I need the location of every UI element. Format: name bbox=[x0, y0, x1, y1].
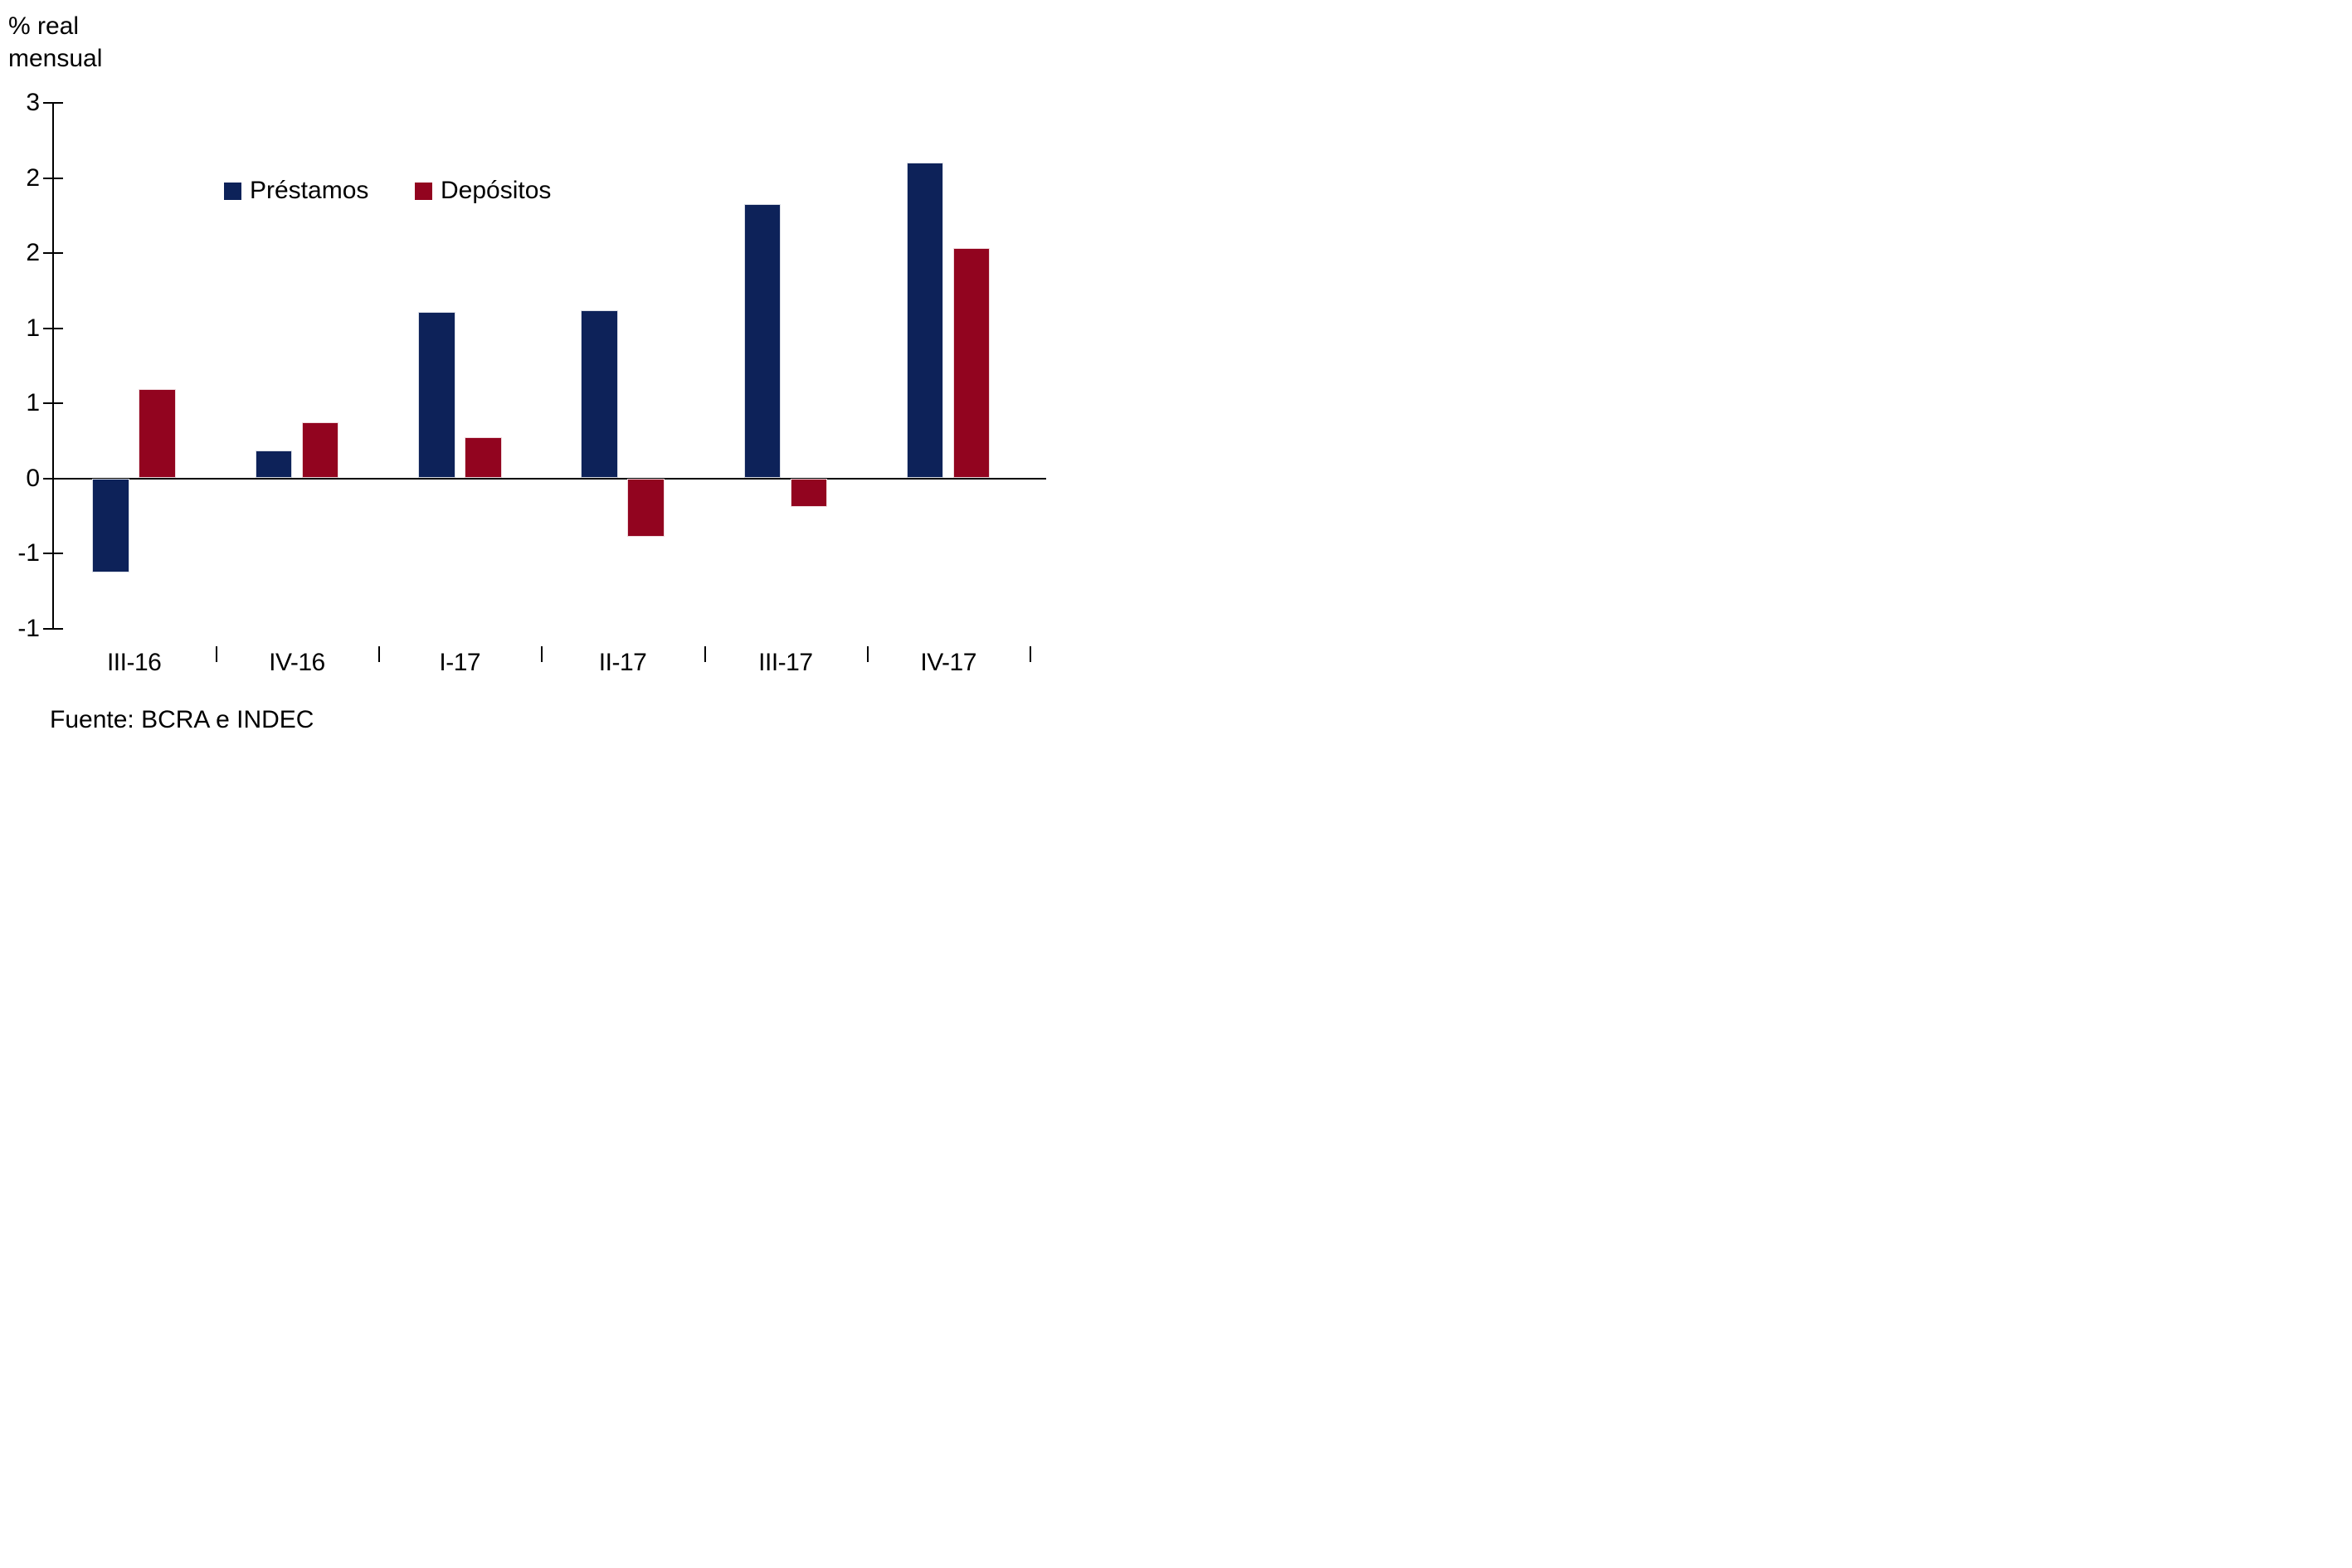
y-axis-tick bbox=[42, 627, 63, 630]
y-axis-tick bbox=[42, 553, 63, 554]
bar-prestamos-IV-17 bbox=[906, 163, 944, 479]
y-axis-tick bbox=[42, 327, 63, 329]
x-axis-tick bbox=[378, 646, 381, 662]
x-axis-tick bbox=[1030, 646, 1032, 662]
legend-item-prestamos: Préstamos bbox=[224, 177, 368, 205]
y-axis-tick bbox=[42, 177, 63, 179]
x-axis-label-III-17: III-17 bbox=[758, 649, 813, 676]
source-note: Fuente: BCRA e INDEC bbox=[50, 706, 314, 733]
bar-prestamos-III-17 bbox=[743, 204, 782, 479]
x-axis-tick bbox=[704, 646, 706, 662]
y-axis-tick-label: -1 bbox=[17, 614, 40, 642]
bar-depositos-IV-17 bbox=[952, 247, 991, 479]
x-axis-tick bbox=[215, 646, 217, 662]
legend-label-prestamos: Préstamos bbox=[250, 177, 369, 204]
prestamos-swatch-icon bbox=[224, 182, 241, 200]
x-axis-label-IV-17: IV-17 bbox=[920, 649, 976, 676]
bar-depositos-IV-16 bbox=[301, 421, 339, 479]
y-axis-tick-label: -1 bbox=[17, 539, 40, 567]
depositos-swatch-icon bbox=[415, 182, 432, 200]
bar-depositos-II-17 bbox=[627, 478, 665, 538]
y-axis-tick-label: 0 bbox=[26, 464, 40, 492]
bar-prestamos-III-16 bbox=[92, 478, 129, 572]
y-axis-title: % real mensual bbox=[8, 12, 103, 72]
x-axis-tick bbox=[541, 646, 543, 662]
y-axis-tick bbox=[42, 252, 63, 254]
y-axis-tick-label: 1 bbox=[26, 314, 40, 342]
bar-depositos-I-17 bbox=[465, 436, 502, 479]
x-axis-label-III-16: III-16 bbox=[106, 649, 162, 676]
plot-area bbox=[52, 103, 1045, 629]
x-axis-label-II-17: II-17 bbox=[598, 649, 647, 676]
bar-prestamos-IV-16 bbox=[255, 450, 293, 479]
y-axis-tick-label: 2 bbox=[26, 163, 40, 192]
y-axis-tick bbox=[42, 402, 63, 404]
x-axis-label-IV-16: IV-16 bbox=[269, 649, 325, 676]
bar-depositos-III-16 bbox=[139, 389, 176, 479]
bar-prestamos-II-17 bbox=[581, 310, 618, 479]
y-axis-tick-label: 3 bbox=[26, 89, 40, 116]
x-axis-label-I-17: I-17 bbox=[439, 649, 481, 676]
y-axis-line bbox=[51, 103, 54, 629]
zero-line bbox=[52, 477, 1046, 480]
legend-label-depositos: Depósitos bbox=[441, 177, 552, 204]
bar-prestamos-I-17 bbox=[418, 311, 455, 479]
x-axis-tick bbox=[867, 646, 869, 662]
y-axis-tick bbox=[42, 102, 63, 104]
bar-depositos-III-17 bbox=[790, 478, 828, 508]
y-axis-tick-label: 2 bbox=[26, 239, 40, 266]
legend-item-depositos: Depósitos bbox=[415, 177, 551, 205]
y-axis-tick-label: 1 bbox=[26, 389, 40, 416]
